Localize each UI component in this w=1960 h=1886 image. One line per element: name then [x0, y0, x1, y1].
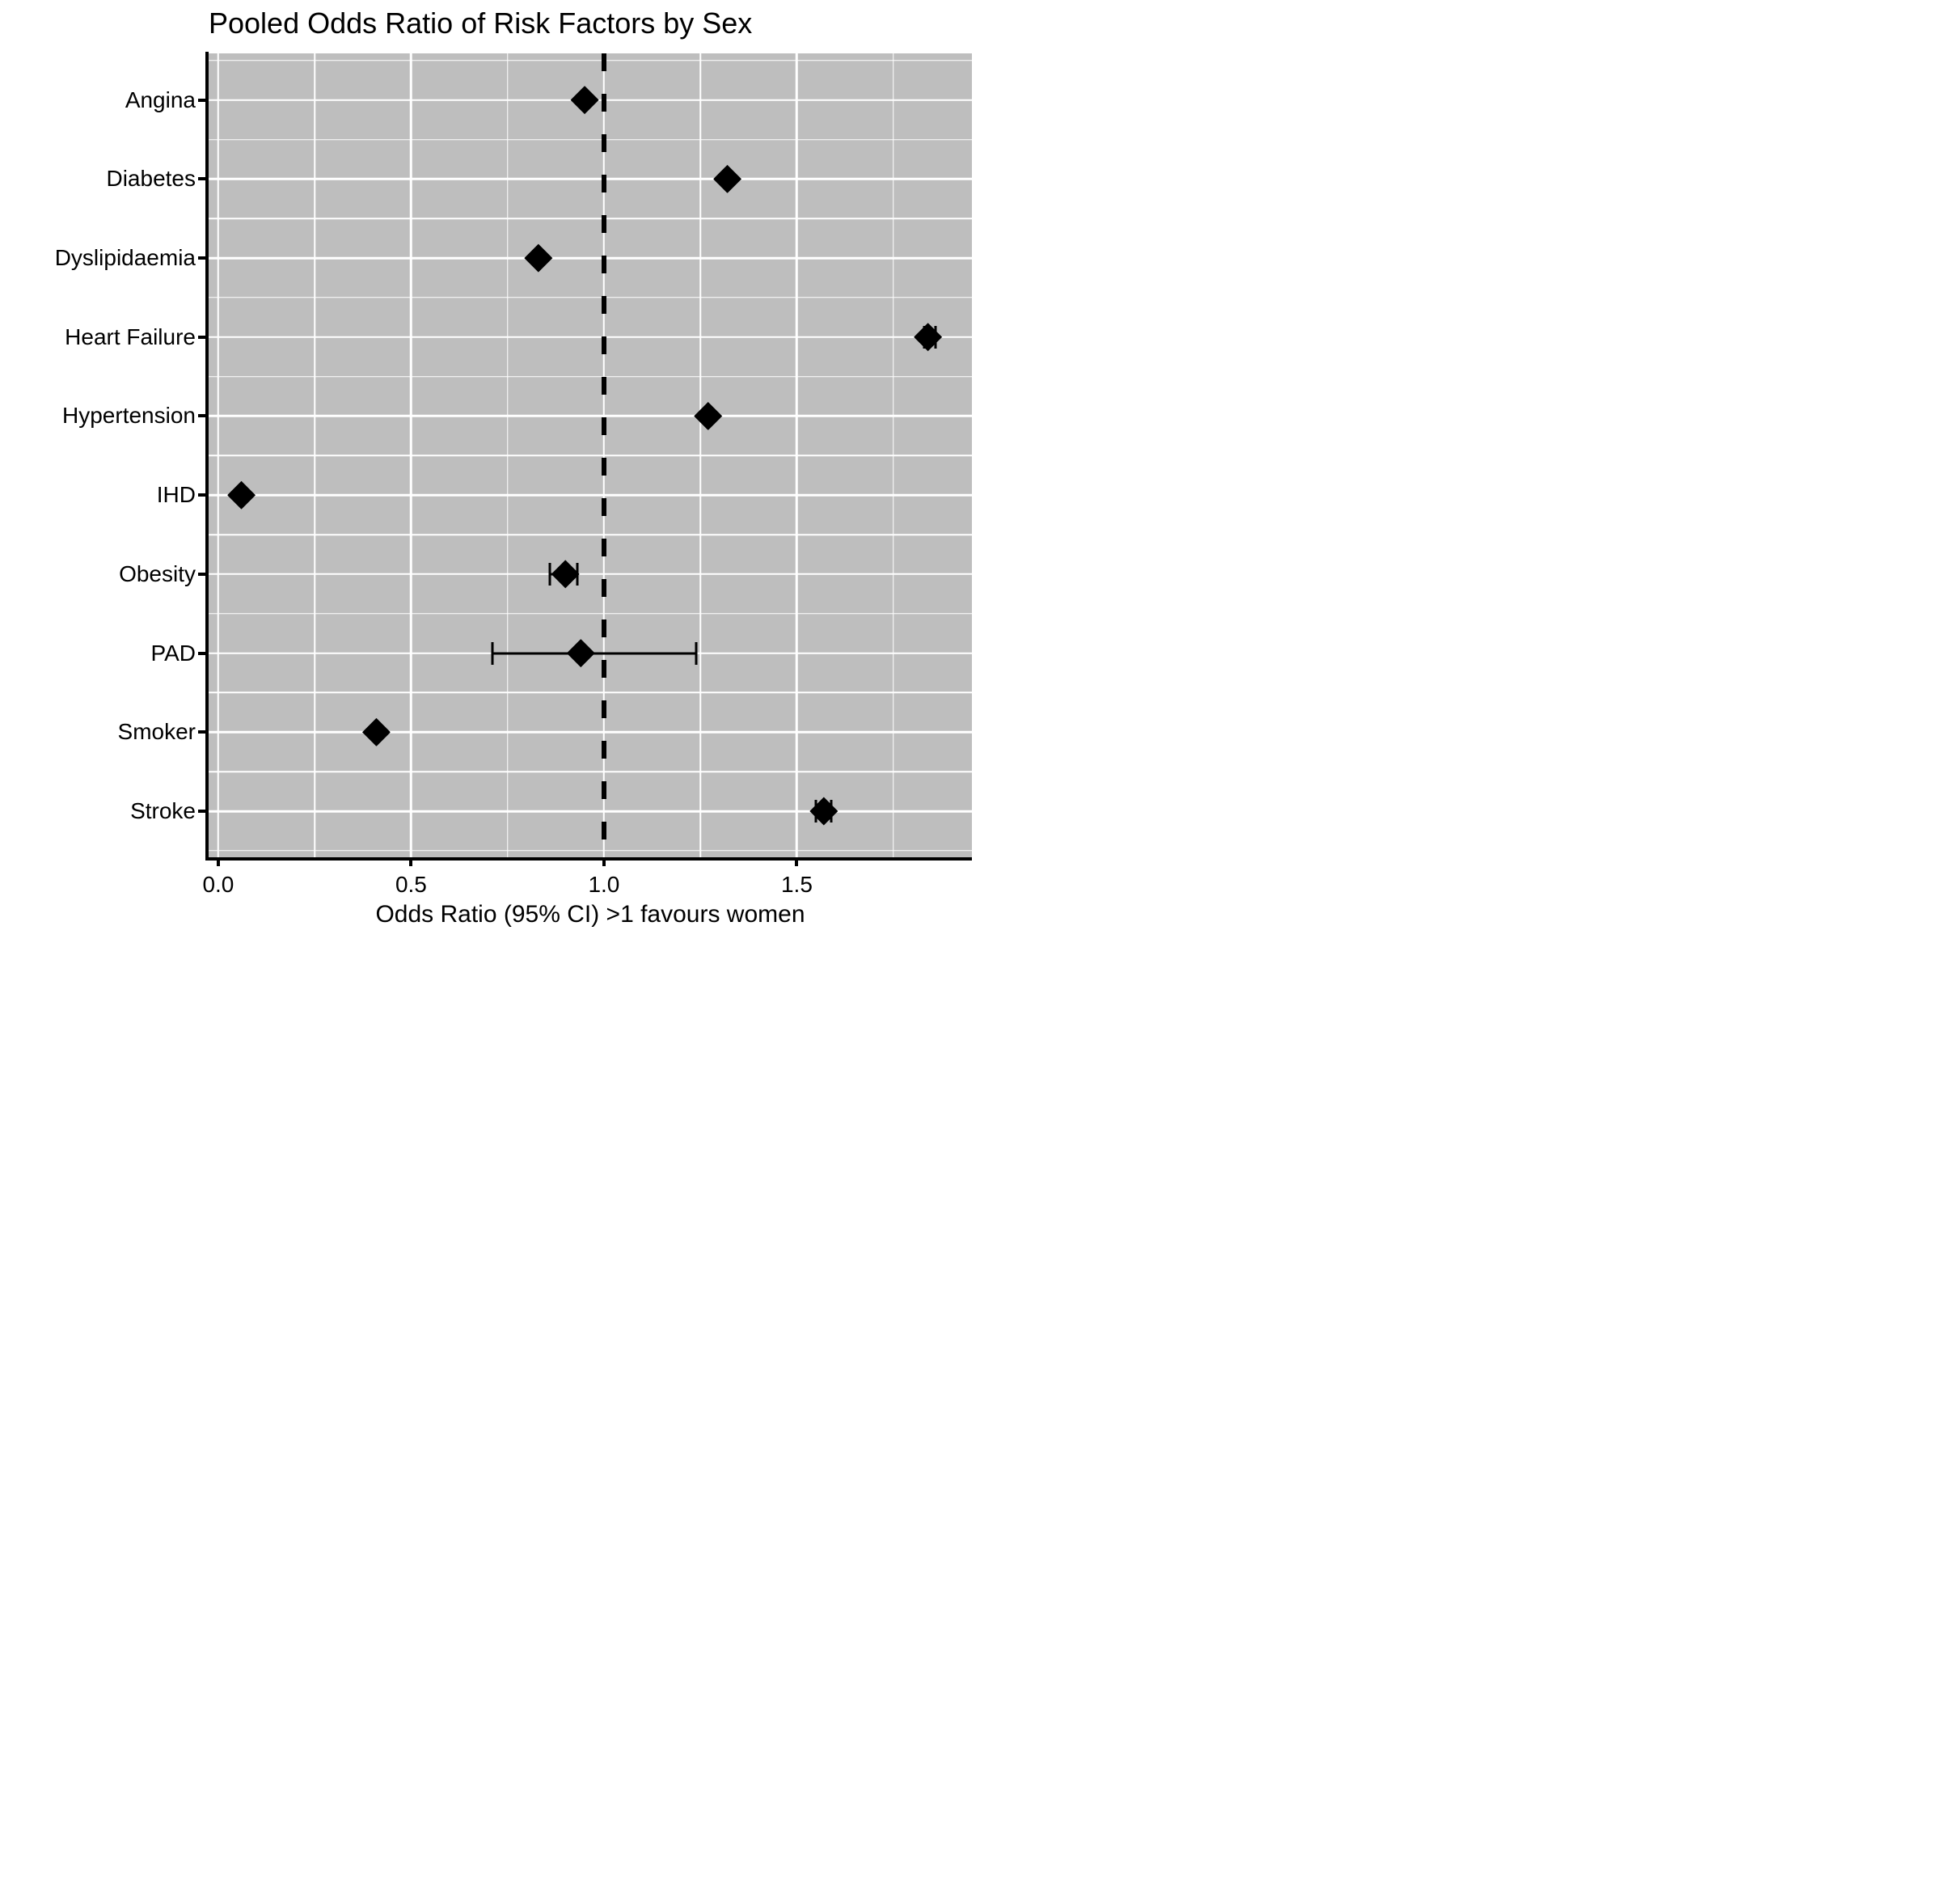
- y-axis-labels: Angina Diabetes Dyslipidaemia Heart Failure…: [0, 53, 196, 857]
- point-marker-diabetes: [713, 164, 742, 193]
- minor-horizontal-gridline: [209, 297, 972, 298]
- minor-horizontal-gridline: [209, 850, 972, 852]
- minor-horizontal-gridline: [209, 60, 972, 61]
- point-marker-pad: [566, 639, 595, 668]
- point-marker-smoker: [361, 717, 391, 746]
- y-axis-label-heart-failure: Heart Failure: [65, 323, 196, 349]
- y-axis-tick: [198, 493, 205, 497]
- minor-horizontal-gridline: [209, 691, 972, 694]
- point-marker-ihd: [227, 480, 256, 510]
- y-axis-label-obesity: Obesity: [119, 560, 196, 586]
- major-horizontal-gridline: [209, 731, 972, 734]
- point-marker-angina: [570, 86, 599, 115]
- y-axis-tick: [198, 177, 205, 181]
- minor-horizontal-gridline: [209, 455, 972, 457]
- y-axis-label-diabetes: Diabetes: [106, 166, 196, 192]
- x-axis-tick-label: 0.5: [395, 872, 427, 897]
- x-axis-tick: [795, 859, 799, 866]
- point-marker-hypertension: [694, 401, 723, 430]
- chart-title: Pooled Odds Ratio of Risk Factors by Sex: [209, 6, 753, 40]
- minor-horizontal-gridline: [209, 771, 972, 772]
- major-horizontal-gridline: [209, 256, 972, 260]
- major-vertical-gridline: [217, 53, 220, 857]
- major-vertical-gridline: [796, 53, 798, 857]
- major-horizontal-gridline: [209, 336, 972, 339]
- reference-line: [601, 53, 606, 857]
- y-axis-tick: [198, 730, 205, 734]
- minor-horizontal-gridline: [209, 375, 972, 378]
- y-axis-tick: [198, 810, 205, 814]
- y-axis-label-ihd: IHD: [156, 482, 196, 508]
- plot-panel: [209, 53, 972, 857]
- x-axis-tick-label: 0.0: [202, 872, 234, 897]
- error-bar-cap-right: [695, 641, 698, 665]
- x-axis-tick-label: 1.0: [588, 872, 620, 897]
- minor-horizontal-gridline: [209, 218, 972, 219]
- major-horizontal-gridline: [209, 573, 972, 576]
- minor-horizontal-gridline: [209, 138, 972, 141]
- y-axis-label-smoker: Smoker: [117, 719, 196, 745]
- y-axis-tick: [198, 98, 205, 102]
- y-axis-label-stroke: Stroke: [130, 798, 196, 824]
- y-axis-label-hypertension: Hypertension: [62, 403, 196, 429]
- y-axis-tick: [198, 572, 205, 576]
- x-axis-title: Odds Ratio (95% CI) >1 favours women: [375, 901, 805, 928]
- y-axis-tick: [198, 651, 205, 655]
- y-axis-label-angina: Angina: [125, 87, 196, 112]
- major-horizontal-gridline: [209, 493, 972, 497]
- forest-plot-figure: Pooled Odds Ratio of Risk Factors by Sex…: [0, 0, 980, 943]
- y-axis-tick: [198, 414, 205, 418]
- x-axis-tick: [216, 859, 220, 866]
- point-marker-heart-failure: [914, 323, 943, 352]
- error-bar-cap-left: [548, 562, 551, 586]
- error-bar-cap-left: [491, 641, 494, 665]
- major-horizontal-gridline: [209, 810, 972, 813]
- x-axis-tick: [602, 859, 606, 866]
- y-axis-tick: [198, 256, 205, 260]
- y-axis-label-pad: PAD: [150, 640, 196, 666]
- major-horizontal-gridline: [209, 178, 972, 180]
- x-axis-line: [205, 857, 972, 861]
- major-vertical-gridline: [410, 53, 412, 857]
- y-axis-line: [205, 52, 209, 861]
- point-marker-stroke: [809, 797, 838, 826]
- minor-horizontal-gridline: [209, 613, 972, 615]
- x-axis-tick: [409, 859, 413, 866]
- x-axis-tick-label: 1.5: [780, 872, 813, 897]
- point-marker-dyslipidaemia: [524, 243, 553, 273]
- minor-horizontal-gridline: [209, 534, 972, 535]
- major-horizontal-gridline: [209, 415, 972, 417]
- y-axis-label-dyslipidaemia: Dyslipidaemia: [54, 245, 196, 271]
- y-axis-tick: [198, 335, 205, 339]
